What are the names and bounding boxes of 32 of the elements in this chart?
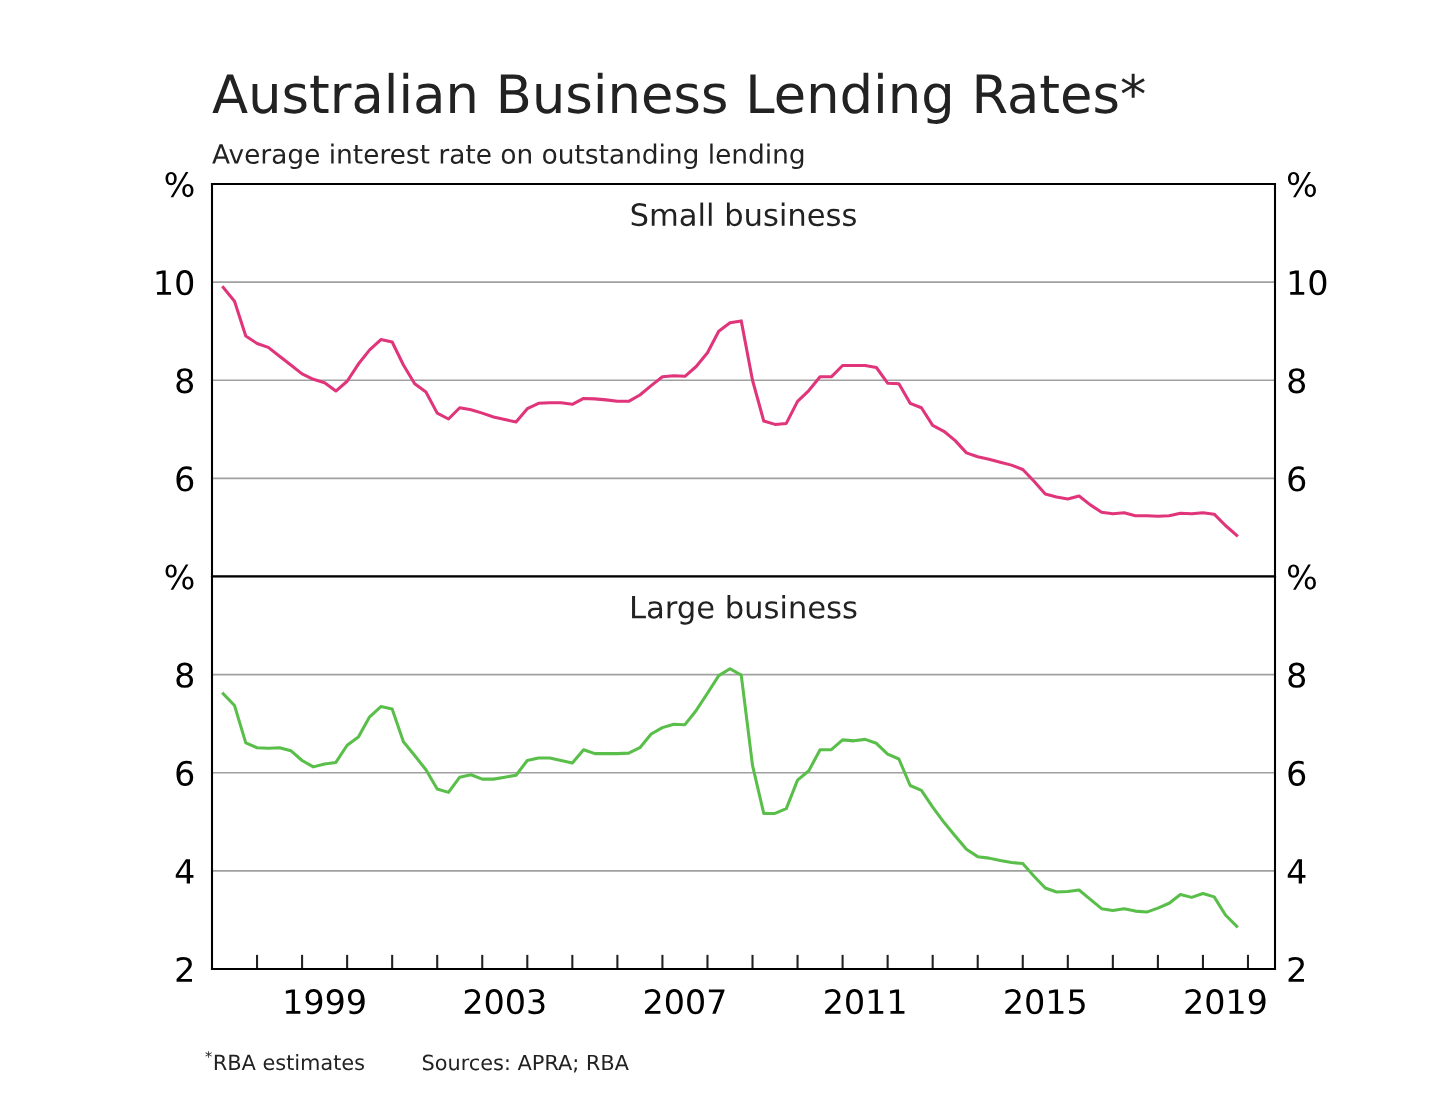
x-tick-label: 1999 [285,989,365,1015]
y2-tick-label: 2 [1288,956,1304,982]
x-tick-label: 2003 [464,989,545,1015]
line-series [221,285,1239,537]
text: $^{*}$RBA estimates [205,1051,364,1071]
y2-tick-label: % [1287,171,1316,198]
y-tick-label: 8 [176,662,194,688]
x-tick-label: 2007 [644,989,725,1015]
y2-tick-label: 6 [1288,466,1306,492]
y-tick-label: % [165,564,194,590]
y-tick-label: 6 [176,760,194,786]
y2-tick-label: 10 [1289,270,1327,296]
x-tick-label: 2019 [1185,989,1266,1015]
y-tick-label: 4 [175,859,194,884]
y-tick-label: 8 [176,368,194,394]
y2-tick-label: 6 [1288,760,1306,786]
line-series [221,667,1239,928]
y-tick-label: 2 [176,956,192,982]
y2-tick-label: 8 [1288,662,1306,688]
annotation: Large business [632,595,857,625]
chart-title: Australian Business Lending Rates* [212,72,1145,124]
y-tick-label: % [165,171,194,198]
source-note: Sources: APRA; RBA [422,1054,629,1073]
x-tick-label: 2015 [1005,989,1085,1015]
y-tick-label: 10 [156,270,194,296]
y-tick-label: 6 [176,466,194,492]
y2-tick-label: 4 [1287,859,1306,884]
x-tick-label: 2011 [825,989,905,1015]
y2-tick-label: 8 [1288,368,1306,394]
annotation: Small business [631,202,856,227]
y2-tick-label: % [1287,564,1316,590]
chart-subtitle: Average interest rate on outstanding lending [212,143,804,170]
